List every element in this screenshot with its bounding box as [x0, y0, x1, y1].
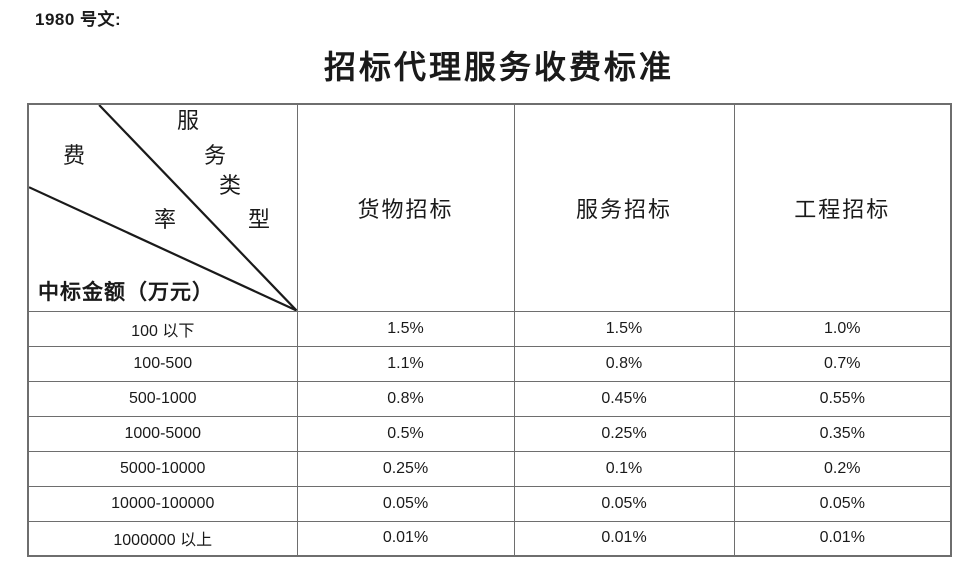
amount-range-cell: 5000-10000: [27, 450, 298, 487]
table-row: 100 以下 1.5% 1.5% 1.0%: [27, 310, 952, 347]
services-rate-cell: 1.5%: [513, 310, 735, 347]
services-rate-cell: 0.45%: [513, 380, 735, 417]
services-rate-cell: 0.8%: [513, 345, 735, 382]
goods-rate-cell: 1.5%: [296, 310, 515, 347]
engineering-rate-cell: 0.55%: [733, 380, 952, 417]
services-rate-cell: 0.1%: [513, 450, 735, 487]
services-rate-cell: 0.05%: [513, 485, 735, 522]
engineering-rate-cell: 0.05%: [733, 485, 952, 522]
amount-range-cell: 500-1000: [27, 380, 298, 417]
column-header-services: 服务招标: [513, 103, 735, 312]
service-type-char-1: 服: [177, 109, 200, 134]
amount-range-cell: 1000-5000: [27, 415, 298, 452]
column-header-engineering: 工程招标: [733, 103, 952, 312]
goods-rate-cell: 1.1%: [296, 345, 515, 382]
engineering-rate-cell: 1.0%: [733, 310, 952, 347]
service-type-char-4: 型: [248, 208, 271, 233]
table-row: 10000-100000 0.05% 0.05% 0.05%: [27, 485, 952, 522]
goods-rate-cell: 0.25%: [296, 450, 515, 487]
corner-rate-char: 率: [154, 208, 177, 233]
table-row: 1000000 以上 0.01% 0.01% 0.01%: [27, 520, 952, 557]
table-header-row: 费 率 服 务 类 型 中标金额（万元） 货物招标 服务招标 工程招标: [27, 103, 952, 312]
table-row: 1000-5000 0.5% 0.25% 0.35%: [27, 415, 952, 452]
amount-range-cell: 100 以下: [27, 310, 298, 347]
engineering-rate-cell: 0.2%: [733, 450, 952, 487]
amount-range-cell: 100-500: [27, 345, 298, 382]
services-rate-cell: 0.01%: [513, 520, 735, 557]
goods-rate-cell: 0.05%: [296, 485, 515, 522]
engineering-rate-cell: 0.7%: [733, 345, 952, 382]
service-type-char-3: 类: [219, 174, 242, 199]
engineering-rate-cell: 0.35%: [733, 415, 952, 452]
doc-number-label: 1980 号文:: [35, 10, 122, 29]
service-type-char-2: 务: [204, 144, 227, 169]
fee-standard-table: 费 率 服 务 类 型 中标金额（万元） 货物招标 服务招标 工程招标 100 …: [27, 103, 952, 557]
services-rate-cell: 0.25%: [513, 415, 735, 452]
corner-fee-char: 费: [63, 144, 86, 169]
diagonal-lines: [29, 105, 297, 311]
engineering-rate-cell: 0.01%: [733, 520, 952, 557]
amount-range-cell: 1000000 以上: [27, 520, 298, 557]
page-title: 招标代理服务收费标准: [323, 48, 674, 86]
diagonal-corner-cell: 费 率 服 务 类 型 中标金额（万元）: [27, 103, 298, 312]
goods-rate-cell: 0.5%: [296, 415, 515, 452]
column-header-goods: 货物招标: [296, 103, 515, 312]
table-row: 5000-10000 0.25% 0.1% 0.2%: [27, 450, 952, 487]
table-row: 100-500 1.1% 0.8% 0.7%: [27, 345, 952, 382]
goods-rate-cell: 0.01%: [296, 520, 515, 557]
table-row: 500-1000 0.8% 0.45% 0.55%: [27, 380, 952, 417]
goods-rate-cell: 0.8%: [296, 380, 515, 417]
corner-amount-label: 中标金额（万元）: [38, 278, 214, 304]
amount-range-cell: 10000-100000: [27, 485, 298, 522]
